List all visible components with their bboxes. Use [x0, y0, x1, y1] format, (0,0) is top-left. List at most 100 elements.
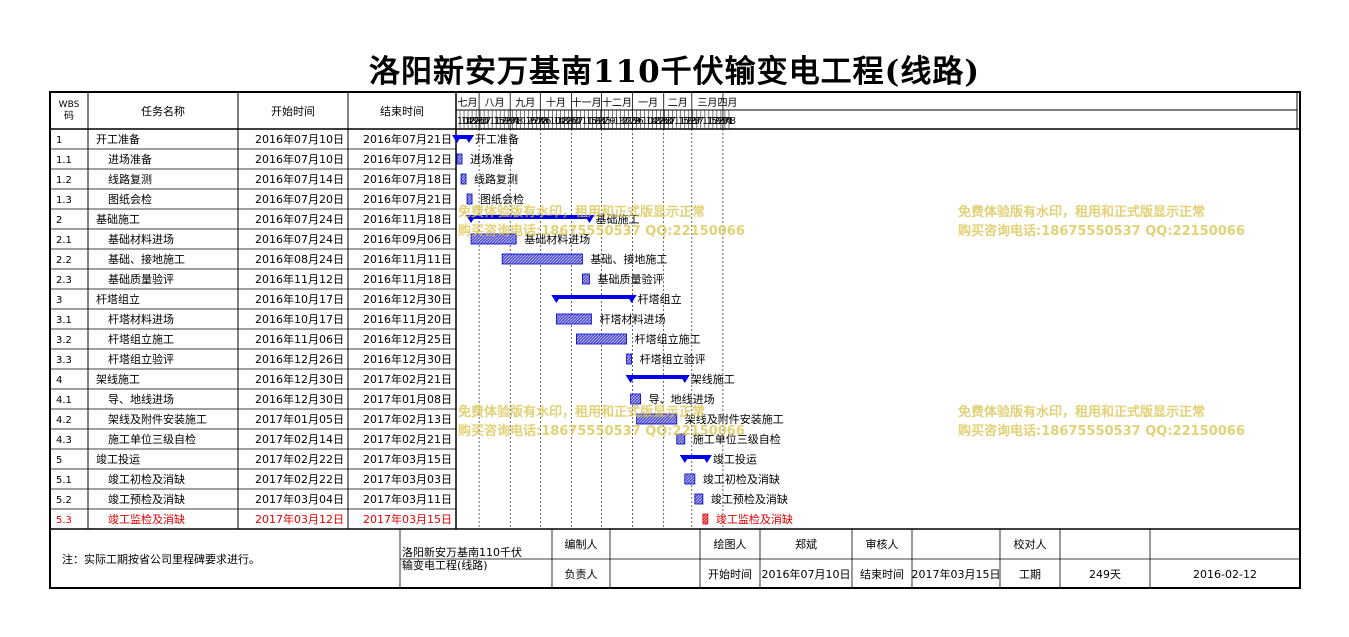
day-label: 30	[569, 116, 580, 127]
task-wbs: 4.2	[56, 415, 72, 426]
duration-value: 249天	[1089, 568, 1121, 581]
task-end: 2016年11月18日	[363, 212, 452, 226]
day-label: 19	[682, 116, 693, 127]
day-label: 2	[634, 116, 640, 127]
task-start: 2016年07月24日	[255, 232, 344, 246]
task-wbs: 3.1	[56, 315, 72, 326]
day-label: 1	[602, 116, 608, 127]
task-start: 2016年11月06日	[255, 332, 344, 346]
task-wbs: 2.2	[56, 255, 72, 266]
bar-label: 架线及附件安装施工	[685, 412, 784, 426]
bar-label: 图纸会检	[480, 192, 524, 206]
task-end: 2016年07月12日	[363, 152, 452, 166]
day-label: 3	[694, 116, 700, 127]
summary-start-marker	[551, 295, 562, 303]
day-label: 27	[597, 116, 608, 127]
task-end: 2017年01月08日	[363, 392, 452, 406]
task-start: 2016年07月24日	[255, 212, 344, 226]
day-label: 26	[565, 116, 576, 127]
task-end: 2017年02月21日	[363, 372, 452, 386]
task-start: 2017年02月22日	[255, 452, 344, 466]
bar-label: 架线施工	[691, 372, 735, 386]
day-label: 16	[525, 116, 536, 127]
day-label: 3	[573, 116, 579, 127]
gantt-bars: 开工准备进场准备线路复测图纸会检基础施工基础材料进场基础、接地施工基础质量验评杆…	[452, 132, 793, 526]
day-label: 4	[726, 116, 732, 127]
task-name: 线路复测	[108, 172, 152, 186]
bar-label: 杆塔材料进场	[599, 312, 665, 326]
day-label: 19	[589, 116, 600, 127]
day-label: 15	[585, 116, 596, 127]
day-label: 20	[529, 116, 540, 127]
task-wbs: 5	[56, 455, 62, 466]
day-label: 3	[666, 116, 672, 127]
task-name: 杆塔组立	[96, 292, 140, 306]
task-wbs: 1	[56, 135, 62, 146]
task-name: 图纸会检	[108, 192, 152, 206]
task-bar	[636, 413, 678, 425]
day-label: 7	[577, 116, 583, 127]
task-name: 进场准备	[108, 152, 152, 166]
task-wbs: 4	[56, 375, 62, 386]
task-start: 2017年03月04日	[255, 492, 344, 506]
task-bar	[684, 473, 696, 485]
month-label: 七月	[458, 97, 478, 109]
task-wbs: 2.1	[56, 235, 72, 246]
day-label: 26	[658, 116, 669, 127]
task-name: 基础材料进场	[108, 232, 174, 246]
day-label: 26	[473, 116, 484, 127]
day-label: 15	[706, 116, 717, 127]
task-name: 开工准备	[96, 132, 140, 146]
footer-note: 注：实际工期按省公司里程碑要求进行。	[62, 552, 260, 566]
task-end: 2017年03月15日	[363, 512, 452, 526]
task-wbs: 3.2	[56, 335, 72, 346]
bar-label: 施工单位三级自检	[693, 432, 781, 446]
task-name: 竣工初检及消缺	[108, 472, 185, 486]
day-label: 23	[501, 116, 512, 127]
task-wbs: 4.3	[56, 435, 72, 446]
task-start: 2017年03月12日	[255, 512, 344, 526]
bar-label: 基础材料进场	[524, 232, 590, 246]
task-name: 杆塔材料进场	[108, 312, 174, 326]
task-end: 2017年03月11日	[363, 492, 452, 506]
task-start: 2016年11月12日	[255, 272, 344, 286]
task-start: 2016年07月14日	[255, 172, 344, 186]
bar-label: 基础施工	[595, 213, 639, 226]
header-task-name: 任务名称	[141, 104, 185, 118]
day-label: 7	[485, 116, 491, 127]
day-label: 22	[469, 116, 480, 127]
day-label: 7	[698, 116, 704, 127]
task-wbs: 2	[56, 215, 62, 226]
task-wbs: 4.1	[56, 395, 72, 406]
summary-bar	[684, 455, 707, 459]
task-wbs: 5.3	[56, 515, 72, 526]
bar-label: 导、地线进场	[649, 392, 715, 406]
task-name: 施工单位三级自检	[108, 432, 196, 446]
day-label: 10	[549, 116, 560, 127]
task-wbs: 1.2	[56, 175, 72, 186]
task-end: 2016年12月30日	[363, 352, 452, 366]
project-start-value: 2016年07月10日	[762, 567, 851, 581]
task-start: 2017年02月14日	[255, 432, 344, 446]
day-label: 23	[593, 116, 604, 127]
summary-bar	[471, 215, 590, 219]
bar-label: 杆塔组立验评	[640, 352, 706, 366]
task-name: 杆塔组立验评	[108, 352, 174, 366]
task-rows: 1 开工准备 2016年07月10日 2016年07月21日 1.1 进场准备 2016年0…	[56, 132, 452, 526]
checker-label: 校对人	[1014, 537, 1047, 551]
summary-bar	[630, 375, 685, 379]
day-label: 11	[581, 116, 592, 127]
task-end: 2016年09月06日	[363, 232, 452, 246]
summary-bar	[556, 295, 632, 299]
day-label: 19	[710, 116, 721, 127]
page-title: 洛阳新安万基南110千伏输变电工程(线路)	[368, 54, 981, 90]
task-start: 2017年01月05日	[255, 412, 344, 426]
task-end: 2016年07月21日	[363, 132, 452, 146]
task-bar	[501, 253, 583, 265]
month-label: 十月	[546, 96, 566, 109]
task-name: 竣工监检及消缺	[108, 512, 185, 526]
day-label: 17	[618, 116, 629, 127]
project-end-label: 结束时间	[860, 568, 904, 581]
task-name: 竣工投运	[96, 452, 140, 466]
